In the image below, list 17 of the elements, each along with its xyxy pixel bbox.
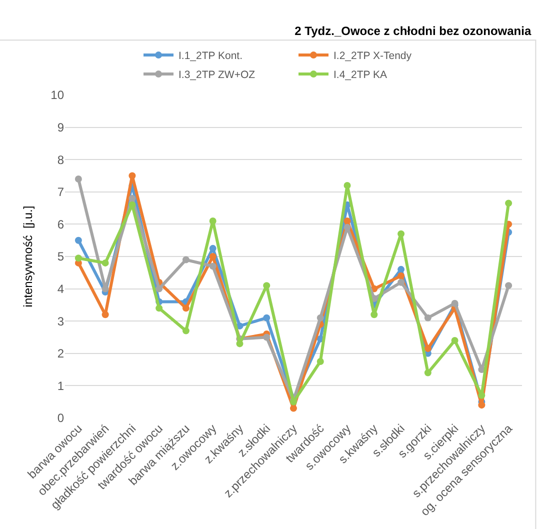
legend-label: I.3_2TP ZW+OZ [178, 69, 256, 82]
y-tick-label: 7 [57, 185, 64, 200]
y-tick-label: 5 [57, 250, 64, 264]
y-tick-label: 0 [57, 411, 64, 426]
y-tick-label: 1 [57, 378, 64, 393]
y-tick-label: 9 [57, 120, 64, 134]
y-axis-title: intensywność [j.u.] [20, 206, 35, 308]
y-tick-label: 4 [57, 282, 64, 296]
y-tick-label: 8 [57, 152, 64, 167]
y-tick-label: 3 [57, 314, 64, 328]
chart-title: 2 Tydz._Owoce z chłodni bez ozonowania [294, 24, 532, 38]
y-tick-label: 10 [50, 88, 64, 102]
legend-label: I.2_2TP X-Tendy [334, 50, 412, 62]
legend-label: I.1_2TP Kont. [178, 50, 243, 62]
y-tick-label: 2 [57, 346, 64, 361]
legend-label: I.4_2TP KA [334, 69, 388, 82]
y-tick-label: 6 [57, 217, 64, 232]
